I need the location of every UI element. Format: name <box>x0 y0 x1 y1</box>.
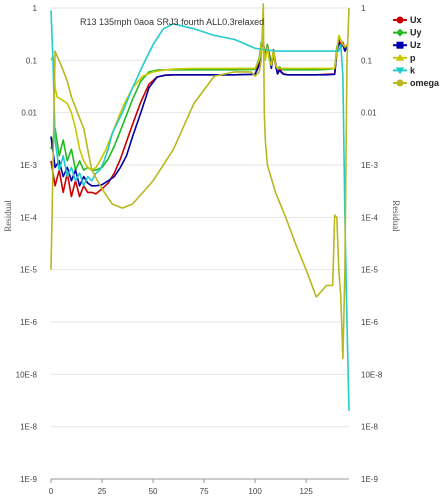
y-tick-label-right: 1E-6 <box>361 318 378 327</box>
y-tick-label-left: 0.1 <box>26 56 38 65</box>
series-line-k <box>50 10 350 411</box>
series-line-uy <box>50 41 348 171</box>
y-tick-label-left: 1E-3 <box>20 161 37 170</box>
y-tick-label-left: 1E-8 <box>20 423 37 432</box>
chart-title: R13 135mph 0aoa SRJ3 fourth ALL0.3relaxe… <box>80 17 264 27</box>
series-line-omega <box>50 3 350 360</box>
x-tick-label: 50 <box>149 487 158 496</box>
y-tick-label-left: 1E-5 <box>20 266 37 275</box>
legend-label: k <box>410 65 416 75</box>
y-tick-label-left: 1E-9 <box>20 475 37 484</box>
y-tick-label-right: 1E-5 <box>361 266 378 275</box>
legend-label: Uy <box>410 28 422 38</box>
y-tick-label-right: 10E-8 <box>361 370 383 379</box>
series-line-p <box>50 34 348 171</box>
y-tick-label-right: 0.1 <box>361 56 373 65</box>
legend-label: omega <box>410 78 440 88</box>
legend[interactable]: Ux Uy Uz pk omega <box>393 15 440 88</box>
legend-marker-triangle <box>396 53 404 61</box>
y-axis-left-ticks: 1 0.1 0.01 1E-3 1E-4 1E-5 1E-6 10E-8 1E-8 1E-9 <box>16 4 38 484</box>
gridlines <box>51 7 349 480</box>
y-tick-label-right: 1E-4 <box>361 213 378 222</box>
legend-label: Ux <box>410 15 422 25</box>
legend-label: Uz <box>410 40 421 50</box>
y-tick-label-left: 0.01 <box>21 109 37 118</box>
legend-marker-triangle-down <box>396 67 404 75</box>
x-tick-label: 100 <box>248 487 262 496</box>
y-axis-right-ticks: 1 0.1 0.01 1E-3 1E-4 1E-5 1E-6 10E-8 1E-8 1E-9 <box>361 4 383 484</box>
x-tick-label: 125 <box>299 487 313 496</box>
y-tick-label-right: 0.01 <box>361 109 377 118</box>
x-tick-label: 25 <box>98 487 107 496</box>
legend-item-uz[interactable]: Uz <box>393 40 421 50</box>
legend-item-p[interactable]: p <box>393 53 416 63</box>
y-axis-label-right: Residual <box>391 200 401 232</box>
y-tick-label-left: 1E-6 <box>20 318 37 327</box>
y-tick-label-right: 1E-9 <box>361 475 378 484</box>
x-axis-ticks: 0 25 50 75 100 125 <box>49 479 313 496</box>
y-axis-label-left: Residual <box>3 200 13 232</box>
legend-marker-square <box>396 41 404 49</box>
legend-marker-circle <box>396 79 404 87</box>
x-tick-label: 75 <box>200 487 209 496</box>
y-tick-label-left: 10E-8 <box>16 370 38 379</box>
legend-label: p <box>410 53 416 63</box>
legend-marker-diamond <box>396 28 404 37</box>
legend-item-omega[interactable]: omega <box>393 78 440 88</box>
y-tick-label-right: 1 <box>361 4 366 13</box>
legend-item-ux[interactable]: Ux <box>393 15 422 25</box>
y-tick-label-right: 1E-3 <box>361 161 378 170</box>
legend-item-k[interactable]: k <box>393 65 416 75</box>
series-lines <box>50 3 350 411</box>
y-tick-label-left: 1 <box>33 4 38 13</box>
x-tick-label: 0 <box>49 487 54 496</box>
legend-marker-circle <box>396 16 404 24</box>
legend-item-uy[interactable]: Uy <box>393 28 422 38</box>
y-tick-label-right: 1E-8 <box>361 423 378 432</box>
y-tick-label-left: 1E-4 <box>20 213 37 222</box>
